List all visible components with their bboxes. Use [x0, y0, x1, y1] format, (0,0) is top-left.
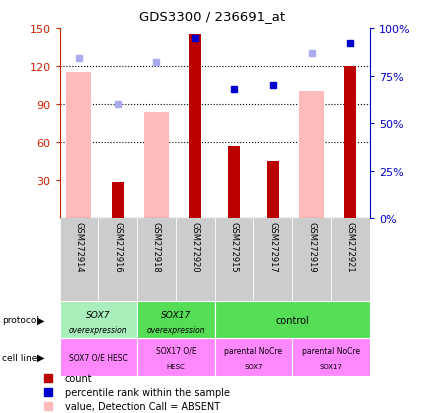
- Text: ▶: ▶: [37, 315, 44, 325]
- Text: GSM272915: GSM272915: [230, 221, 238, 272]
- Text: ▶: ▶: [37, 352, 44, 362]
- Bar: [267, 162, 279, 219]
- Text: GSM272921: GSM272921: [346, 221, 355, 272]
- Bar: [60, 339, 137, 376]
- Bar: [292, 339, 370, 376]
- Text: SOX7: SOX7: [86, 310, 110, 319]
- Text: protocol: protocol: [2, 316, 39, 325]
- Text: GSM272919: GSM272919: [307, 221, 316, 272]
- Bar: [292, 219, 331, 301]
- Text: SOX17: SOX17: [320, 363, 343, 370]
- Bar: [331, 219, 370, 301]
- Text: percentile rank within the sample: percentile rank within the sample: [65, 387, 230, 397]
- Text: GSM272918: GSM272918: [152, 221, 161, 272]
- Bar: [344, 67, 357, 219]
- Bar: [253, 219, 292, 301]
- Text: count: count: [65, 373, 93, 383]
- Text: GSM272920: GSM272920: [191, 221, 200, 272]
- Bar: [137, 339, 215, 376]
- Text: SOX17: SOX17: [161, 310, 191, 319]
- Bar: [60, 219, 98, 301]
- Text: SOX7 O/E HESC: SOX7 O/E HESC: [69, 353, 128, 362]
- Text: control: control: [275, 315, 309, 325]
- Bar: [228, 147, 240, 219]
- Bar: [299, 92, 324, 219]
- Bar: [144, 112, 169, 219]
- Text: overexpression: overexpression: [147, 325, 205, 334]
- Text: overexpression: overexpression: [69, 325, 128, 334]
- Text: HESC: HESC: [167, 363, 185, 370]
- Bar: [189, 35, 201, 219]
- Text: GSM272914: GSM272914: [74, 221, 83, 272]
- Text: cell line: cell line: [2, 353, 37, 362]
- Bar: [98, 219, 137, 301]
- Text: SOX7: SOX7: [244, 363, 263, 370]
- Text: GSM272917: GSM272917: [268, 221, 277, 272]
- Bar: [60, 301, 137, 339]
- Text: value, Detection Call = ABSENT: value, Detection Call = ABSENT: [65, 401, 220, 411]
- Bar: [66, 73, 91, 219]
- Text: parental NoCre: parental NoCre: [302, 346, 360, 355]
- Text: GSM272916: GSM272916: [113, 221, 122, 272]
- Bar: [215, 219, 253, 301]
- Text: SOX17 O/E: SOX17 O/E: [156, 346, 196, 355]
- Bar: [112, 182, 124, 219]
- Bar: [137, 219, 176, 301]
- Bar: [215, 339, 292, 376]
- Text: GDS3300 / 236691_at: GDS3300 / 236691_at: [139, 10, 286, 23]
- Bar: [176, 219, 215, 301]
- Bar: [215, 301, 370, 339]
- Bar: [137, 301, 215, 339]
- Text: parental NoCre: parental NoCre: [224, 346, 283, 355]
